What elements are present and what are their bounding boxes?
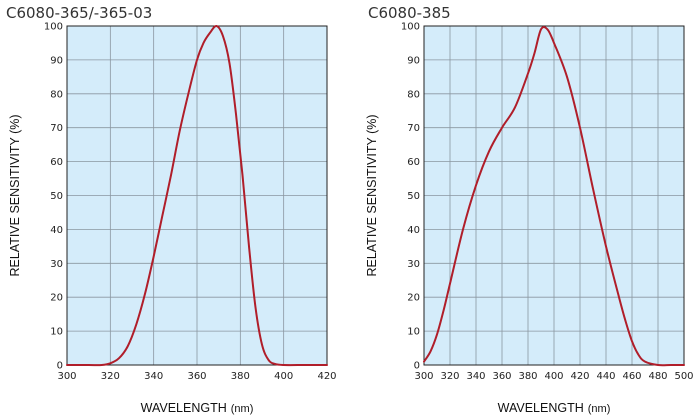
y-tick-label: 30 — [407, 259, 420, 270]
y-tick-label: 0 — [57, 361, 63, 372]
y-tick-label: 100 — [44, 22, 63, 33]
x-axis-unit: (nm) — [231, 403, 254, 415]
y-tick-label: 10 — [407, 327, 420, 338]
x-axis-label-text: WAVELENGTH — [498, 401, 584, 415]
x-tick-label: 360 — [492, 371, 511, 382]
y-tick-label: 10 — [50, 327, 63, 338]
y-tick-label: 70 — [407, 123, 420, 134]
x-tick-label: 340 — [466, 371, 485, 382]
x-tick-label: 300 — [414, 371, 433, 382]
chart-c6080-365: C6080-365/-365-03 300 320 340 360 380 400 420 0 1… — [6, 4, 337, 415]
x-tick-label: 480 — [648, 371, 667, 382]
x-axis-label: WAVELENGTH (nm) — [498, 401, 611, 415]
x-axis-label-text: WAVELENGTH — [141, 401, 227, 415]
y-tick-label: 80 — [50, 89, 63, 100]
x-tick-label: 420 — [317, 371, 336, 382]
x-tick-label: 340 — [144, 371, 163, 382]
y-tick-label: 90 — [407, 55, 420, 66]
x-tick-label: 380 — [231, 371, 250, 382]
x-axis-unit: (nm) — [588, 403, 611, 415]
y-tick-label: 30 — [50, 259, 63, 270]
sensitivity-curve — [66, 24, 328, 367]
y-tick-label: 40 — [407, 225, 420, 236]
y-tick-label: 90 — [50, 55, 63, 66]
x-axis-label: WAVELENGTH (nm) — [141, 401, 254, 415]
y-tick-label: 60 — [50, 157, 63, 168]
x-tick-label: 500 — [674, 371, 693, 382]
y-tick-label: 50 — [50, 191, 63, 202]
chart-title: C6080-365/-365-03 — [6, 4, 152, 22]
y-axis-label: RELATIVE SENSITIVITY (%) — [8, 114, 22, 276]
y-tick-label: 20 — [50, 293, 63, 304]
y-tick-label: 40 — [50, 225, 63, 236]
y-tick-label: 20 — [407, 293, 420, 304]
x-tick-label: 420 — [570, 371, 589, 382]
x-tick-label: 320 — [440, 371, 459, 382]
y-tick-label: 70 — [50, 123, 63, 134]
x-tick-label: 380 — [518, 371, 537, 382]
y-axis-label: RELATIVE SENSITIVITY (%) — [365, 114, 379, 276]
x-tick-label: 440 — [596, 371, 615, 382]
x-tick-label: 400 — [274, 371, 293, 382]
x-tick-label: 460 — [622, 371, 641, 382]
x-tick-label: 300 — [57, 371, 76, 382]
plot-frame — [66, 25, 328, 366]
y-tick-label: 0 — [414, 361, 420, 372]
y-tick-label: 80 — [407, 89, 420, 100]
x-tick-label: 320 — [101, 371, 120, 382]
y-tick-label: 60 — [407, 157, 420, 168]
y-tick-label: 100 — [401, 22, 420, 33]
sensitivity-curve — [423, 26, 685, 367]
plot-frame — [423, 25, 685, 366]
x-tick-label: 360 — [187, 371, 206, 382]
chart-title: C6080-385 — [368, 4, 451, 22]
y-tick-label: 50 — [407, 191, 420, 202]
x-tick-label: 400 — [544, 371, 563, 382]
